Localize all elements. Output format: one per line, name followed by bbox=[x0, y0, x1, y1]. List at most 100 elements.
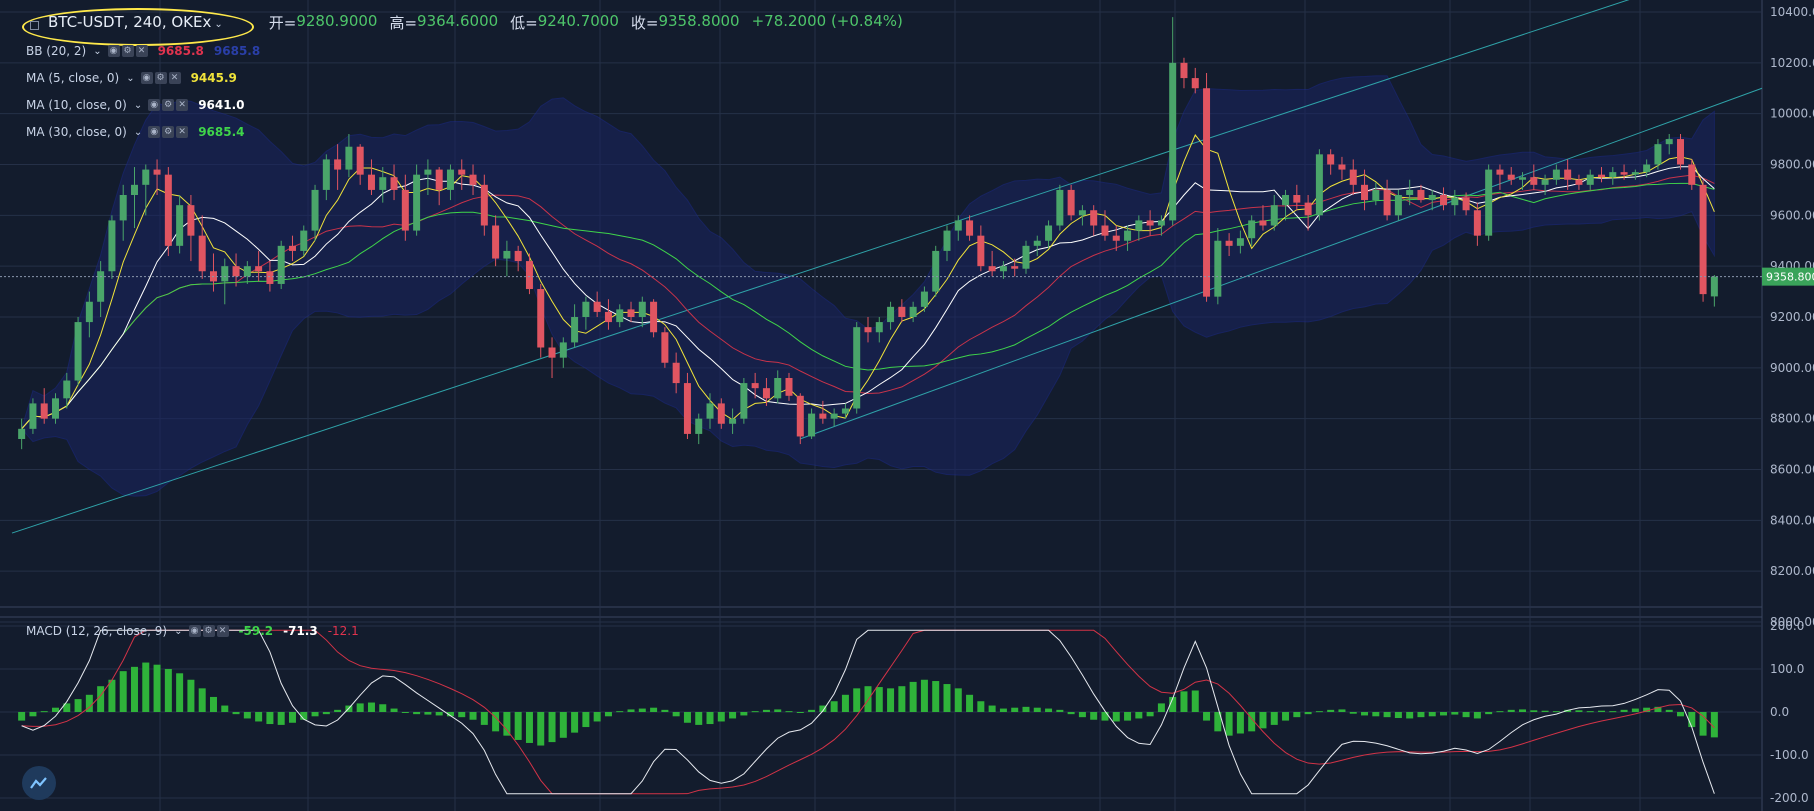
candle bbox=[808, 408, 816, 439]
candle bbox=[1654, 139, 1662, 170]
gear-icon[interactable]: ⚙ bbox=[162, 126, 175, 138]
candle bbox=[1620, 164, 1628, 180]
price-tick-label: 9200.00 bbox=[1770, 310, 1814, 324]
gear-icon[interactable]: ⚙ bbox=[202, 625, 215, 637]
close-icon[interactable]: ✕ bbox=[168, 72, 181, 84]
symbol-selector[interactable]: BTC-USDT, 240, OKEx ⌄ bbox=[22, 7, 254, 46]
candle-body bbox=[1011, 266, 1019, 269]
price-tick-label: 8000.00 bbox=[1770, 615, 1814, 629]
candle-body bbox=[729, 418, 737, 424]
macd-bar bbox=[288, 712, 296, 723]
legend-ma10[interactable]: MA (10, close, 0) ⌄ ◉ ⚙ ✕ 9641.0 bbox=[26, 98, 245, 112]
candle bbox=[1677, 134, 1685, 170]
macd-bar bbox=[932, 681, 940, 712]
candle bbox=[1688, 159, 1696, 190]
macd-bar bbox=[1665, 709, 1673, 712]
candle bbox=[390, 164, 398, 201]
legend-ma30[interactable]: MA (30, close, 0) ⌄ ◉ ⚙ ✕ 9685.4 bbox=[26, 125, 245, 139]
candle-body bbox=[1304, 202, 1312, 216]
macd-bar bbox=[853, 688, 861, 712]
candle-body bbox=[85, 301, 93, 323]
close-value: 9358.8000 bbox=[658, 11, 740, 30]
macd-tick-label: -200.0 bbox=[1770, 791, 1809, 805]
macd-bar bbox=[683, 712, 691, 723]
symbol-label: BTC-USDT, 240, OKEx bbox=[48, 13, 212, 31]
close-icon[interactable]: ✕ bbox=[216, 625, 229, 637]
candle-body bbox=[898, 306, 906, 317]
legend-controls: ◉ ⚙ ✕ bbox=[148, 126, 189, 138]
candle-body bbox=[808, 413, 816, 437]
gear-icon[interactable]: ⚙ bbox=[154, 72, 167, 84]
candle-body bbox=[1270, 205, 1278, 226]
chevron-down-icon[interactable]: ⌄ bbox=[174, 625, 183, 637]
candle bbox=[334, 144, 342, 190]
candle bbox=[1417, 184, 1425, 203]
candle bbox=[1496, 164, 1504, 190]
candle bbox=[1225, 233, 1233, 256]
macd-bar bbox=[142, 662, 150, 712]
candle bbox=[435, 167, 443, 206]
eye-icon[interactable]: ◉ bbox=[140, 72, 153, 84]
eye-icon[interactable]: ◉ bbox=[188, 625, 201, 637]
candle-body bbox=[187, 205, 195, 236]
chevron-down-icon[interactable]: ⌄ bbox=[214, 19, 223, 30]
macd-bar bbox=[1394, 712, 1402, 719]
candle-body bbox=[458, 169, 466, 175]
macd-bar bbox=[977, 701, 985, 712]
candle-body bbox=[1519, 177, 1527, 180]
macd-bar bbox=[729, 712, 737, 719]
candle-body bbox=[435, 169, 443, 190]
open-value: 9280.9000 bbox=[296, 11, 378, 30]
chevron-down-icon[interactable]: ⌄ bbox=[133, 126, 143, 138]
candle bbox=[1270, 195, 1278, 231]
last-price-tag bbox=[1762, 267, 1814, 286]
candle-body bbox=[661, 332, 669, 363]
candle-body bbox=[774, 378, 782, 399]
macd-bar bbox=[1214, 712, 1222, 732]
candle bbox=[864, 317, 872, 343]
candle-body bbox=[830, 413, 838, 419]
candle-body bbox=[1462, 197, 1470, 211]
candle-body bbox=[1033, 240, 1041, 246]
macd-bar bbox=[1304, 712, 1312, 715]
close-icon[interactable]: ✕ bbox=[176, 126, 189, 138]
gear-icon[interactable]: ⚙ bbox=[162, 99, 175, 111]
eye-icon[interactable]: ◉ bbox=[148, 126, 161, 138]
app-logo[interactable] bbox=[22, 766, 56, 800]
chevron-down-icon[interactable]: ⌄ bbox=[93, 45, 102, 57]
chevron-down-icon[interactable]: ⌄ bbox=[126, 72, 135, 84]
collapse-icon[interactable] bbox=[30, 21, 39, 30]
macd-tick-label: -100.0 bbox=[1770, 748, 1809, 762]
candle bbox=[1214, 228, 1222, 305]
macd-bar bbox=[221, 705, 229, 712]
eye-icon[interactable]: ◉ bbox=[148, 99, 161, 111]
chevron-down-icon[interactable]: ⌄ bbox=[133, 99, 143, 111]
legend-bb[interactable]: BB (20, 2) ⌄ ◉ ⚙ ✕ 9685.8 9685.8 bbox=[26, 44, 260, 58]
legend-controls: ◉ ⚙ ✕ bbox=[148, 99, 189, 111]
candle-body bbox=[1372, 189, 1380, 201]
legend-name: MACD (12, 26, close, 9) bbox=[26, 624, 168, 638]
macd-bar bbox=[661, 709, 669, 712]
candle-body bbox=[1349, 169, 1357, 185]
macd-bar bbox=[627, 709, 635, 712]
macd-bar bbox=[582, 712, 590, 728]
candle-body bbox=[266, 271, 274, 284]
legend-ma5[interactable]: MA (5, close, 0) ⌄ ◉ ⚙ ✕ 9445.9 bbox=[26, 71, 237, 85]
macd-bar bbox=[153, 664, 161, 712]
close-icon[interactable]: ✕ bbox=[176, 99, 189, 111]
candle bbox=[582, 296, 590, 330]
macd-bar bbox=[1349, 712, 1357, 714]
candle-body bbox=[1688, 164, 1696, 185]
candle-body bbox=[706, 403, 714, 419]
macd-bar bbox=[1112, 712, 1120, 722]
close-icon[interactable]: ✕ bbox=[135, 45, 148, 57]
candle bbox=[593, 291, 601, 317]
macd-bar bbox=[1383, 712, 1391, 718]
candle-body bbox=[537, 289, 545, 348]
legend-macd[interactable]: MACD (12, 26, close, 9) ⌄ ◉ ⚙ ✕ -59.2 -71.3… bbox=[26, 624, 359, 638]
gear-icon[interactable]: ⚙ bbox=[121, 45, 134, 57]
candle bbox=[571, 304, 579, 348]
candle-body bbox=[492, 225, 500, 259]
eye-icon[interactable]: ◉ bbox=[107, 45, 120, 57]
